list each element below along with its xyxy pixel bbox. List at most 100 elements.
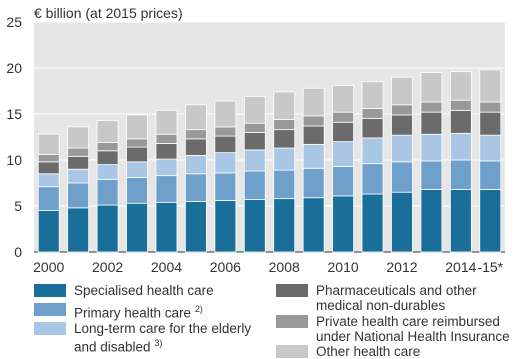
bar-segment-series1 (214, 172, 237, 201)
bar-segment-series1 (37, 186, 60, 211)
bar-stack-2006 (214, 100, 237, 253)
bar-segment-series0 (155, 201, 178, 253)
bar-segment-series5 (243, 96, 266, 124)
bar-stack-2015 (479, 69, 502, 253)
y-tick-label: 10 (6, 152, 22, 168)
bar-segment-series5 (155, 109, 178, 135)
bar-segment-series0 (126, 202, 148, 253)
bar-segment-series2 (37, 173, 60, 188)
bar-stack-2011 (361, 81, 384, 253)
bar-segment-series2 (126, 161, 148, 178)
bar-stack-2003 (126, 114, 148, 253)
x-tick-label: 2014 (445, 259, 476, 275)
bar-segment-series5 (96, 120, 119, 143)
bar-segment-series3 (126, 146, 148, 163)
x-tick-label: 2010 (328, 259, 359, 275)
legend-swatch (276, 315, 308, 328)
bar-stack-2000 (37, 133, 60, 253)
bar-segment-series5 (214, 100, 237, 128)
bar-segment-series3 (214, 135, 237, 154)
y-tick-label: 0 (14, 244, 22, 260)
bar-segment-series0 (214, 200, 237, 253)
legend-item-other: Other health care (276, 344, 420, 359)
bar-segment-series3 (185, 138, 207, 156)
bar-segment-series3 (273, 129, 296, 149)
bar-segment-series2 (479, 134, 502, 162)
bar-segment-series3 (96, 150, 119, 166)
bar-segment-series2 (302, 143, 325, 169)
bar-segment-series5 (185, 104, 207, 131)
legend-label: Long-term care for the elderly and disab… (74, 321, 252, 355)
bar-segment-series5 (420, 72, 443, 103)
legend-swatch (34, 303, 66, 316)
bar-segment-series5 (126, 114, 148, 140)
bar-segment-series3 (332, 121, 354, 142)
bar-segment-series2 (273, 147, 296, 171)
legend-label: Pharmaceuticals and other medical non-du… (316, 283, 477, 313)
bar-segment-series0 (391, 191, 413, 253)
bar-segment-series4 (391, 104, 413, 116)
bar-segment-series3 (155, 143, 178, 160)
stacked-bar-chart: € billion (at 2015 prices) 0 5 10 15 20 25 20… (6, 5, 505, 275)
bar-stack-2005 (185, 104, 207, 253)
bar-segment-series1 (420, 160, 443, 190)
bar-stack-2001 (67, 126, 90, 253)
bar-stack-2009 (302, 87, 325, 253)
x-tick-label: 2000 (33, 259, 64, 275)
bar-segment-series1 (96, 178, 119, 206)
legend-swatch (34, 284, 66, 297)
bar-segment-series5 (449, 71, 472, 101)
bar-segment-series4 (332, 111, 354, 123)
bar-segment-series0 (302, 197, 325, 253)
bar-stack-2008 (273, 91, 296, 253)
legend-item-specialised: Specialised health care (34, 283, 214, 298)
legend-swatch (276, 345, 308, 358)
bar-segment-series1 (332, 166, 354, 197)
legend-label: Private health care reimbursed under Nat… (316, 314, 510, 344)
bar-segment-series5 (37, 133, 60, 155)
bar-stack-2013 (420, 72, 443, 253)
bar-segment-series4 (96, 142, 119, 152)
bar-stack-2012 (391, 76, 413, 253)
bar-segment-series2 (361, 137, 384, 165)
x-tick-label: 2006 (210, 259, 241, 275)
bar-segment-series4 (273, 119, 296, 131)
bar-segment-series3 (243, 131, 266, 151)
bar-segment-series2 (155, 158, 178, 177)
legend-item-private: Private health care reimbursed under Nat… (276, 314, 516, 344)
legend-label: Specialised health care (74, 283, 214, 298)
legend-swatch (276, 284, 308, 297)
bar-segment-series4 (185, 129, 207, 140)
y-tick-labels: 0 5 10 15 20 25 (6, 14, 22, 260)
bar-segment-series4 (302, 115, 325, 127)
bar-segment-series0 (243, 199, 266, 253)
bar-segment-series4 (361, 108, 384, 120)
bar-segment-series4 (479, 101, 502, 113)
bar-segment-series1 (391, 161, 413, 193)
bar-segment-series5 (67, 126, 90, 149)
legend-item-long-term: Long-term care for the elderly and disab… (34, 321, 269, 355)
bar-segment-series2 (185, 154, 207, 175)
bar-segment-series0 (420, 189, 443, 253)
bar-segment-series0 (96, 204, 119, 253)
bar-segment-series4 (155, 133, 178, 144)
y-tick-label: 25 (6, 14, 22, 30)
bar-segment-series4 (449, 99, 472, 111)
bar-segment-series5 (361, 81, 384, 109)
x-tick-label: 2002 (92, 259, 123, 275)
bar-segment-series5 (273, 91, 296, 120)
bars (37, 69, 502, 253)
y-tick-label: 20 (6, 60, 22, 76)
y-tick-label: 15 (6, 106, 22, 122)
bar-segment-series3 (449, 109, 472, 134)
bar-segment-series1 (302, 167, 325, 199)
bar-segment-series3 (361, 118, 384, 139)
bar-segment-series5 (302, 87, 325, 117)
bar-segment-series1 (243, 170, 266, 200)
bar-stack-2007 (243, 96, 266, 253)
bar-segment-series3 (302, 125, 325, 145)
bar-segment-series1 (273, 169, 296, 200)
bar-segment-series3 (420, 111, 443, 135)
bar-segment-series5 (332, 85, 354, 113)
legend-item-pharmaceuticals: Pharmaceuticals and other medical non-du… (276, 283, 511, 313)
